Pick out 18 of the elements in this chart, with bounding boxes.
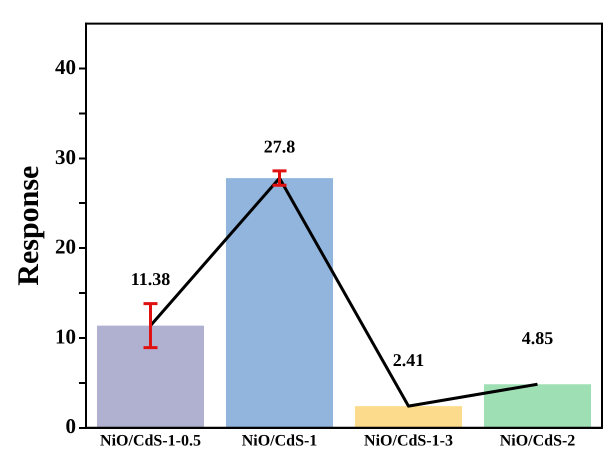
data-label: 4.85 xyxy=(522,328,554,348)
y-tick-label: 10 xyxy=(55,324,76,348)
data-label: 2.41 xyxy=(392,350,424,370)
x-tick-label: NiO/CdS-1 xyxy=(242,432,318,450)
x-tick-label: NiO/CdS-1-3 xyxy=(364,432,453,450)
data-label: 11.38 xyxy=(130,269,170,290)
bar xyxy=(354,406,462,428)
y-tick-label: 0 xyxy=(66,414,76,438)
y-tick-label: 40 xyxy=(55,54,76,79)
x-tick-label: NiO/CdS-2 xyxy=(500,432,576,450)
y-axis-title: Response xyxy=(12,166,45,286)
x-tick-label: NiO/CdS-1-0.5 xyxy=(100,432,201,450)
y-tick-label: 20 xyxy=(55,234,76,259)
bar xyxy=(484,384,592,428)
data-label: 27.8 xyxy=(264,136,296,157)
bar xyxy=(96,326,204,428)
bar xyxy=(226,178,334,428)
y-tick-label: 30 xyxy=(55,144,76,169)
